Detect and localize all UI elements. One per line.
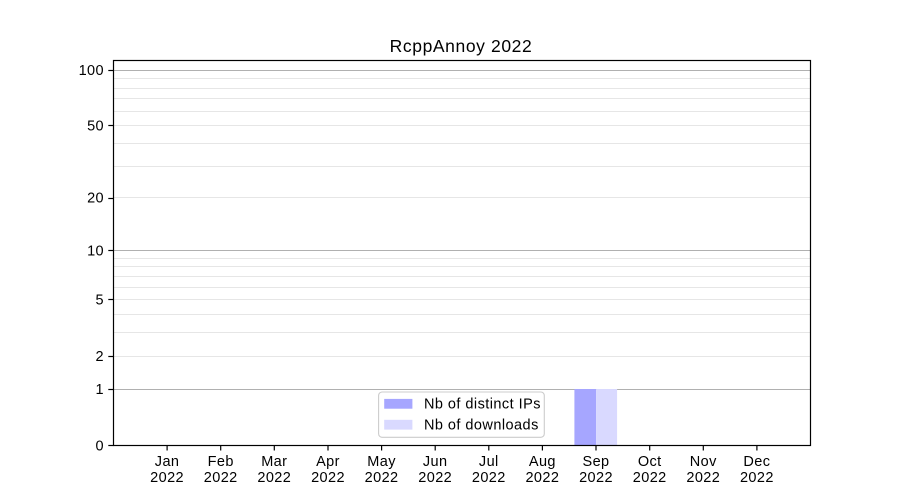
svg-text:50: 50 bbox=[87, 119, 104, 135]
svg-text:0: 0 bbox=[96, 439, 104, 455]
svg-text:2022: 2022 bbox=[418, 470, 452, 486]
svg-text:2022: 2022 bbox=[472, 470, 506, 486]
svg-text:2022: 2022 bbox=[579, 470, 613, 486]
svg-text:2022: 2022 bbox=[257, 470, 291, 486]
svg-text:2022: 2022 bbox=[204, 470, 238, 486]
svg-text:Jan: Jan bbox=[155, 454, 180, 470]
svg-text:Feb: Feb bbox=[208, 454, 234, 470]
svg-text:2022: 2022 bbox=[686, 470, 720, 486]
svg-text:2022: 2022 bbox=[740, 470, 774, 486]
svg-text:Jun: Jun bbox=[423, 454, 448, 470]
svg-text:Apr: Apr bbox=[316, 454, 340, 470]
svg-text:Dec: Dec bbox=[743, 454, 770, 470]
svg-text:Mar: Mar bbox=[261, 454, 287, 470]
svg-text:May: May bbox=[367, 454, 396, 470]
svg-text:Sep: Sep bbox=[583, 454, 610, 470]
svg-text:2022: 2022 bbox=[525, 470, 559, 486]
svg-text:1: 1 bbox=[96, 382, 104, 398]
svg-text:20: 20 bbox=[87, 191, 104, 207]
svg-text:Aug: Aug bbox=[529, 454, 556, 470]
svg-text:Jul: Jul bbox=[479, 454, 499, 470]
svg-text:2022: 2022 bbox=[311, 470, 345, 486]
svg-text:Nb of distinct IPs: Nb of distinct IPs bbox=[424, 397, 541, 413]
svg-text:2: 2 bbox=[96, 349, 104, 365]
svg-text:2022: 2022 bbox=[365, 470, 399, 486]
svg-text:10: 10 bbox=[87, 243, 104, 259]
svg-text:100: 100 bbox=[79, 63, 104, 79]
svg-text:Oct: Oct bbox=[638, 454, 662, 470]
svg-text:2022: 2022 bbox=[633, 470, 667, 486]
svg-text:5: 5 bbox=[96, 293, 104, 309]
svg-text:2022: 2022 bbox=[150, 470, 184, 486]
svg-text:Nov: Nov bbox=[690, 454, 717, 470]
svg-text:RcppAnnoy 2022: RcppAnnoy 2022 bbox=[390, 36, 533, 56]
svg-text:Nb of downloads: Nb of downloads bbox=[424, 418, 539, 434]
